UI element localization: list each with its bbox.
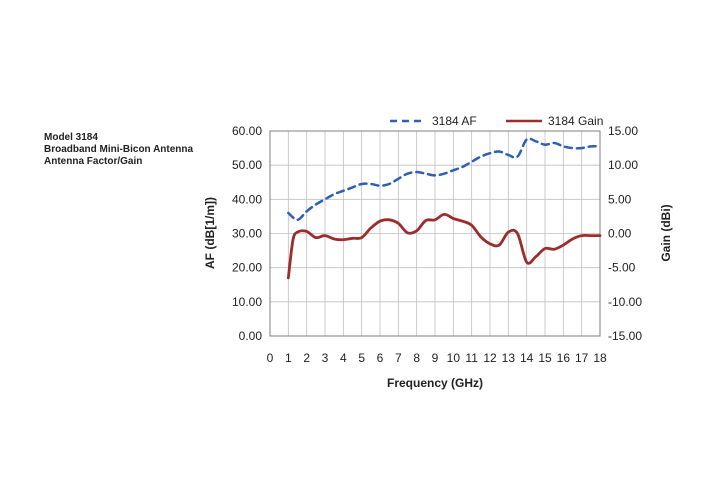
x-tick-label: 1 [285, 351, 292, 365]
y-left-tick-label: 20.00 [232, 261, 262, 275]
caption-description: Antenna Factor/Gain [44, 156, 143, 167]
x-tick-label: 18 [593, 351, 607, 365]
x-tick-label: 13 [502, 351, 516, 365]
y-right-tick-label: 10.00 [608, 158, 638, 172]
x-tick-label: 5 [358, 351, 365, 365]
y-left-tick-label: 0.00 [239, 329, 263, 343]
x-tick-label: 16 [557, 351, 571, 365]
y-axis-right-label: Gain (dBi) [659, 204, 673, 261]
y-right-tick-label: 0.00 [608, 227, 632, 241]
left-axis-ticks: 0.00 10.00 20.00 30.00 40.00 50.00 60.00 [232, 124, 262, 343]
x-tick-label: 7 [395, 351, 402, 365]
legend: 3184 AF 3184 Gain [390, 114, 603, 128]
y-left-tick-label: 30.00 [232, 227, 262, 241]
x-tick-label: 11 [465, 351, 478, 365]
x-axis-label: Frequency (GHz) [387, 376, 483, 390]
y-right-tick-label: -5.00 [608, 261, 636, 275]
y-left-tick-label: 10.00 [232, 295, 262, 309]
y-right-tick-label: 15.00 [608, 124, 638, 138]
x-tick-label: 3 [322, 351, 329, 365]
y-left-tick-label: 40.00 [232, 192, 262, 206]
x-tick-label: 4 [340, 351, 347, 365]
series-line-af [287, 137, 602, 222]
x-tick-label: 6 [377, 351, 384, 365]
plot-frame [269, 130, 601, 337]
x-tick-label: 0 [267, 351, 274, 365]
y-right-tick-label: -10.00 [608, 295, 642, 309]
x-tick-label: 2 [303, 351, 310, 365]
caption-model: Model 3184 [44, 132, 98, 143]
series-layer [286, 137, 602, 280]
y-right-tick-label: 5.00 [608, 192, 632, 206]
x-axis-ticks: 0 1 2 3 4 5 6 7 8 9 10 11 12 13 14 15 16 17 18 [267, 351, 607, 365]
caption-product: Broadband Mini-Bicon Antenna [44, 144, 194, 155]
x-tick-label: 12 [483, 351, 497, 365]
legend-label-af: 3184 AF [432, 114, 477, 128]
right-axis-ticks: -15.00 -10.00 -5.00 0.00 5.00 10.00 15.00 [608, 124, 642, 343]
y-left-tick-label: 60.00 [232, 124, 262, 138]
series-line-gain [286, 213, 602, 280]
x-tick-label: 9 [432, 351, 439, 365]
x-tick-label: 10 [447, 351, 461, 365]
x-tick-label: 15 [538, 351, 552, 365]
legend-label-gain: 3184 Gain [548, 114, 603, 128]
chart-caption: Model 3184 Broadband Mini-Bicon Antenna … [44, 132, 193, 168]
y-left-tick-label: 50.00 [232, 158, 262, 172]
y-right-tick-label: -15.00 [608, 329, 642, 343]
x-tick-label: 14 [520, 351, 534, 365]
x-tick-label: 17 [575, 351, 589, 365]
x-tick-label: 8 [413, 351, 420, 365]
grid [269, 130, 601, 337]
y-axis-left-label: AF (dB[1/m]) [203, 197, 217, 269]
